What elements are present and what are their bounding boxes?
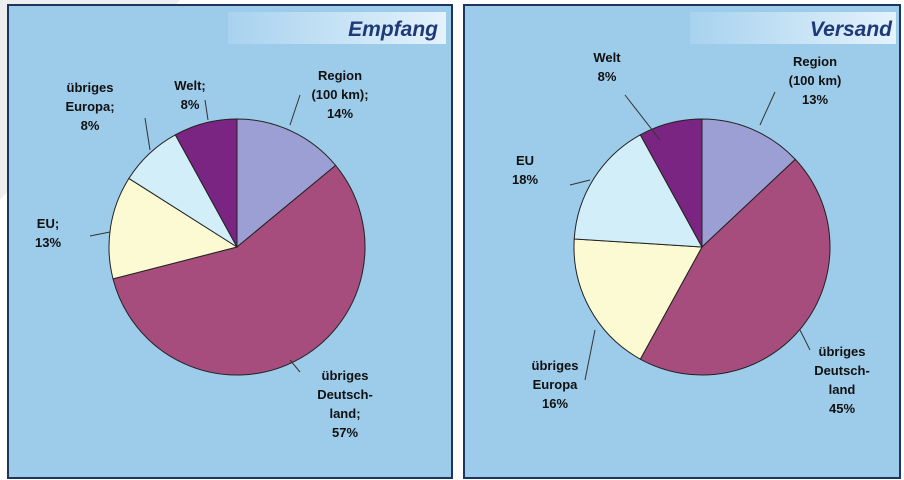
chart-title: Empfang — [348, 18, 438, 41]
leader-line — [759, 91, 776, 126]
slice-label: Deutsch- — [317, 387, 373, 402]
slice-label: Europa; — [65, 99, 114, 114]
slice-label: übriges — [819, 344, 866, 359]
pie-slice — [639, 158, 831, 376]
leader-line — [569, 179, 591, 186]
leader-line — [584, 329, 596, 381]
leader-line — [144, 117, 151, 151]
leader-line — [289, 94, 301, 126]
leader-line — [204, 99, 209, 121]
value-label: 16% — [542, 396, 568, 411]
slice-label: Europa — [533, 377, 579, 392]
pie-slice — [108, 177, 239, 280]
leader-line — [624, 94, 661, 141]
slice-label: EU — [516, 153, 534, 168]
leader-line — [89, 231, 111, 237]
slice-label: Region — [793, 54, 837, 69]
slice-label: (100 km) — [789, 73, 842, 88]
slice-label: übriges — [67, 80, 114, 95]
value-label: 45% — [829, 401, 855, 416]
value-label: 13% — [35, 235, 61, 250]
title-box — [228, 12, 446, 44]
pie-slice — [174, 118, 238, 248]
chart-title: Versand — [810, 18, 893, 41]
pie-slice — [573, 134, 703, 248]
title-box — [690, 12, 896, 44]
leader-line — [289, 359, 301, 373]
slice-label: Welt; — [174, 78, 206, 93]
pie-slice — [639, 118, 703, 248]
value-label: 14% — [327, 106, 353, 121]
slice-label: EU; — [37, 216, 59, 231]
panel — [7, 4, 453, 479]
value-label: 8% — [181, 97, 200, 112]
slice-label: Welt — [593, 50, 621, 65]
slice-label: land; — [329, 406, 360, 421]
pie-slice — [573, 238, 703, 360]
slice-label: übriges — [322, 368, 369, 383]
leader-line — [799, 329, 811, 351]
slice-label: Region — [318, 68, 362, 83]
slice-label: (100 km); — [311, 87, 368, 102]
pie-slice — [236, 118, 337, 249]
value-label: 57% — [332, 425, 358, 440]
value-label: 8% — [598, 69, 617, 84]
value-label: 18% — [512, 172, 538, 187]
slice-label: Deutsch- — [814, 363, 870, 378]
slice-label: land — [829, 382, 856, 397]
slice-label: übriges — [532, 358, 579, 373]
value-label: 13% — [802, 92, 828, 107]
pie-slice — [112, 164, 366, 376]
value-label: 8% — [81, 118, 100, 133]
pie-slice — [701, 118, 797, 249]
